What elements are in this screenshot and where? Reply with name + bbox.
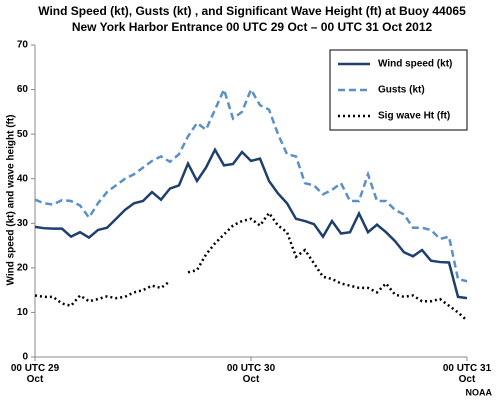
y-tick-label: 70: [17, 40, 29, 51]
legend-label: Wind speed (kt): [378, 59, 452, 70]
x-tick-label: 00 UTC 29 Oct: [10, 363, 60, 385]
credit: NOAA: [466, 387, 493, 397]
y-tick-label: 20: [17, 262, 29, 273]
y-tick-label: 60: [17, 84, 29, 95]
chart-subtitle: New York Harbor Entrance 00 UTC 29 Oct –…: [72, 20, 433, 34]
series-line: [34, 86, 468, 283]
series-line: [34, 147, 468, 300]
series-line: [34, 280, 171, 308]
y-tick-label: 0: [22, 352, 28, 363]
y-tick-label: 30: [17, 218, 29, 229]
series-line: [187, 210, 468, 322]
x-tick-label: 00 UTC 31 Oct: [442, 363, 492, 385]
y-tick-label: 40: [17, 173, 29, 184]
legend-label: Sig wave Ht (ft): [378, 111, 450, 122]
x-tick-label: 00 UTC 30 Oct: [226, 363, 276, 385]
y-axis-label: Wind speed (kt) and wave height (ft): [6, 114, 17, 285]
y-tick-label: 50: [17, 129, 29, 140]
legend-label: Gusts (kt): [378, 85, 425, 96]
chart-title: Wind Speed (kt), Gusts (kt) , and Signif…: [38, 4, 466, 18]
y-tick-label: 10: [17, 307, 29, 318]
